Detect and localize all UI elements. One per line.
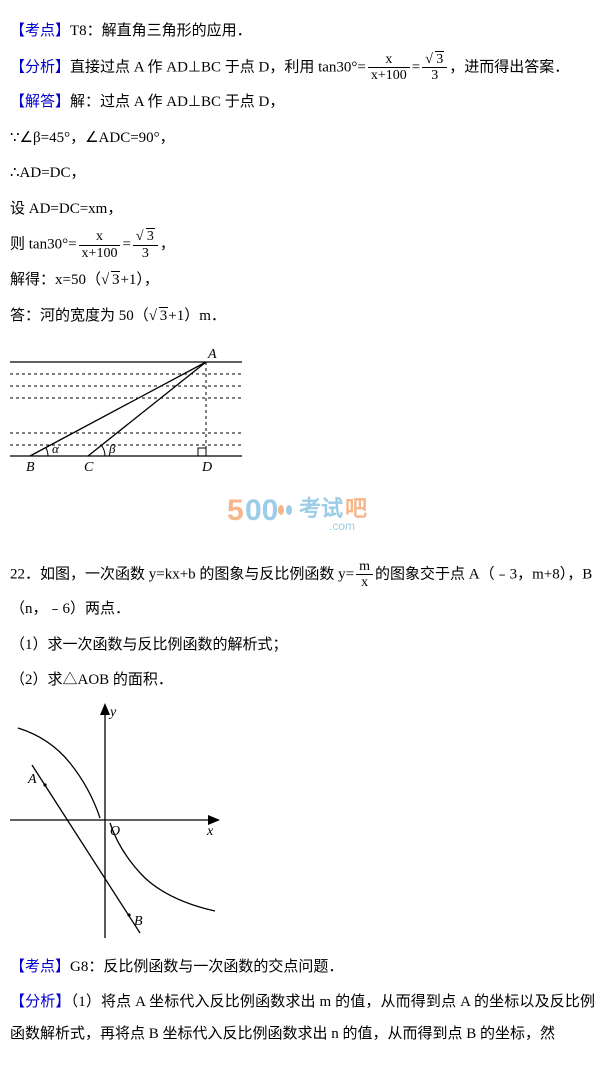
fenxi2-line: 【分析】（1）将点 A 坐标代入反比例函数求出 m 的值，从而得到点 A 的坐标… [10,987,595,1050]
geometry-diagram: B C D A α β [10,338,242,476]
text: 答：河的宽度为 50（ [10,308,149,324]
text: 的图象交于点 A（﹣3，m+8），B [375,566,592,582]
kaodian-text: T8：解直角三角形的应用． [70,23,252,39]
axis-x: x [206,824,214,839]
fenxi2-label: 【分析】 [10,994,71,1010]
sqrt: 3 [149,301,169,333]
text: 则 tan30°= [10,237,77,253]
function-graph: x y O A B [10,703,220,938]
jieda-1: 解：过点 A 作 AD⊥BC 于点 D， [70,94,284,110]
jieda-line-3: ∴AD=DC， [10,158,595,190]
label-D: D [201,460,212,475]
kaodian-line: 【考点】T8：解直角三角形的应用． [10,16,595,48]
q22-line-1: 22．如图，一次函数 y=kx+b 的图象与反比例函数 y=mx的图象交于点 A… [10,559,595,591]
jieda-line-1: 【解答】解：过点 A 作 AD⊥BC 于点 D， [10,87,595,119]
label-beta: β [108,441,116,456]
jieda-line-5: 则 tan30°=xx+100=33， [10,229,595,261]
axis-y: y [108,705,117,720]
kaodian-label: 【考点】 [10,23,70,39]
q22-sub-1: （1）求一次函数与反比例函数的解析式； [10,630,595,662]
point-A: A [27,772,37,787]
label-A: A [207,347,217,362]
fenxi-text-1: 直接过点 A 作 AD⊥BC 于点 D，利用 tan30°= [70,59,366,75]
fenxi2-text: （1）将点 A 坐标代入反比例函数求出 m 的值，从而得到点 A 的坐标以及反比… [10,994,595,1042]
label-C: C [84,460,94,475]
svg-text:00: 00 [245,494,278,527]
jieda-line-2: ∵∠β=45°，∠ADC=90°， [10,123,595,155]
text: ， [160,237,175,253]
fenxi-line: 【分析】直接过点 A 作 AD⊥BC 于点 D，利用 tan30°=xx+100… [10,52,595,84]
text: 解得：x=50（ [10,272,101,288]
q22-sub-2: （2）求△AOB 的面积． [10,665,595,697]
svg-text:5: 5 [227,494,244,527]
kaodian2-line: 【考点】G8：反比例函数与一次函数的交点问题． [10,952,595,984]
sqrt: 3 [425,52,444,67]
jieda-line-4: 设 AD=DC=xm， [10,194,595,226]
fenxi-text-2: ，进而得出答案． [449,59,569,75]
sqrt: 3 [101,265,121,297]
kaodian2-label: 【考点】 [10,959,70,975]
svg-text:.com: .com [329,519,355,533]
svg-text:考试: 考试 [299,496,343,521]
text: +1）， [120,272,158,288]
fraction: 33 [422,52,447,84]
text: 22．如图，一次函数 y=kx+b 的图象与反比例函数 y= [10,566,354,582]
fraction: xx+100 [79,229,121,261]
jieda-label: 【解答】 [10,94,70,110]
sqrt: 3 [136,229,155,244]
eq: = [412,59,420,75]
label-B: B [26,460,35,475]
jieda-line-7: 答：河的宽度为 50（3+1）m． [10,301,595,333]
kaodian2-text: G8：反比例函数与一次函数的交点问题． [70,959,343,975]
jieda-line-6: 解得：x=50（3+1）， [10,265,595,297]
label-alpha: α [52,441,60,456]
origin: O [110,824,120,839]
q22-line-2: （n，﹣6）两点． [10,594,595,626]
fraction: xx+100 [368,52,410,84]
fraction: 33 [133,229,158,261]
point-B: B [134,914,143,929]
svg-text:吧: 吧 [345,496,367,521]
eq: = [122,237,130,253]
watermark-logo: 5 00 考试 吧 .com [10,490,595,547]
fenxi-label: 【分析】 [10,59,70,75]
text: +1）m． [168,308,226,324]
fraction: mx [356,559,373,591]
